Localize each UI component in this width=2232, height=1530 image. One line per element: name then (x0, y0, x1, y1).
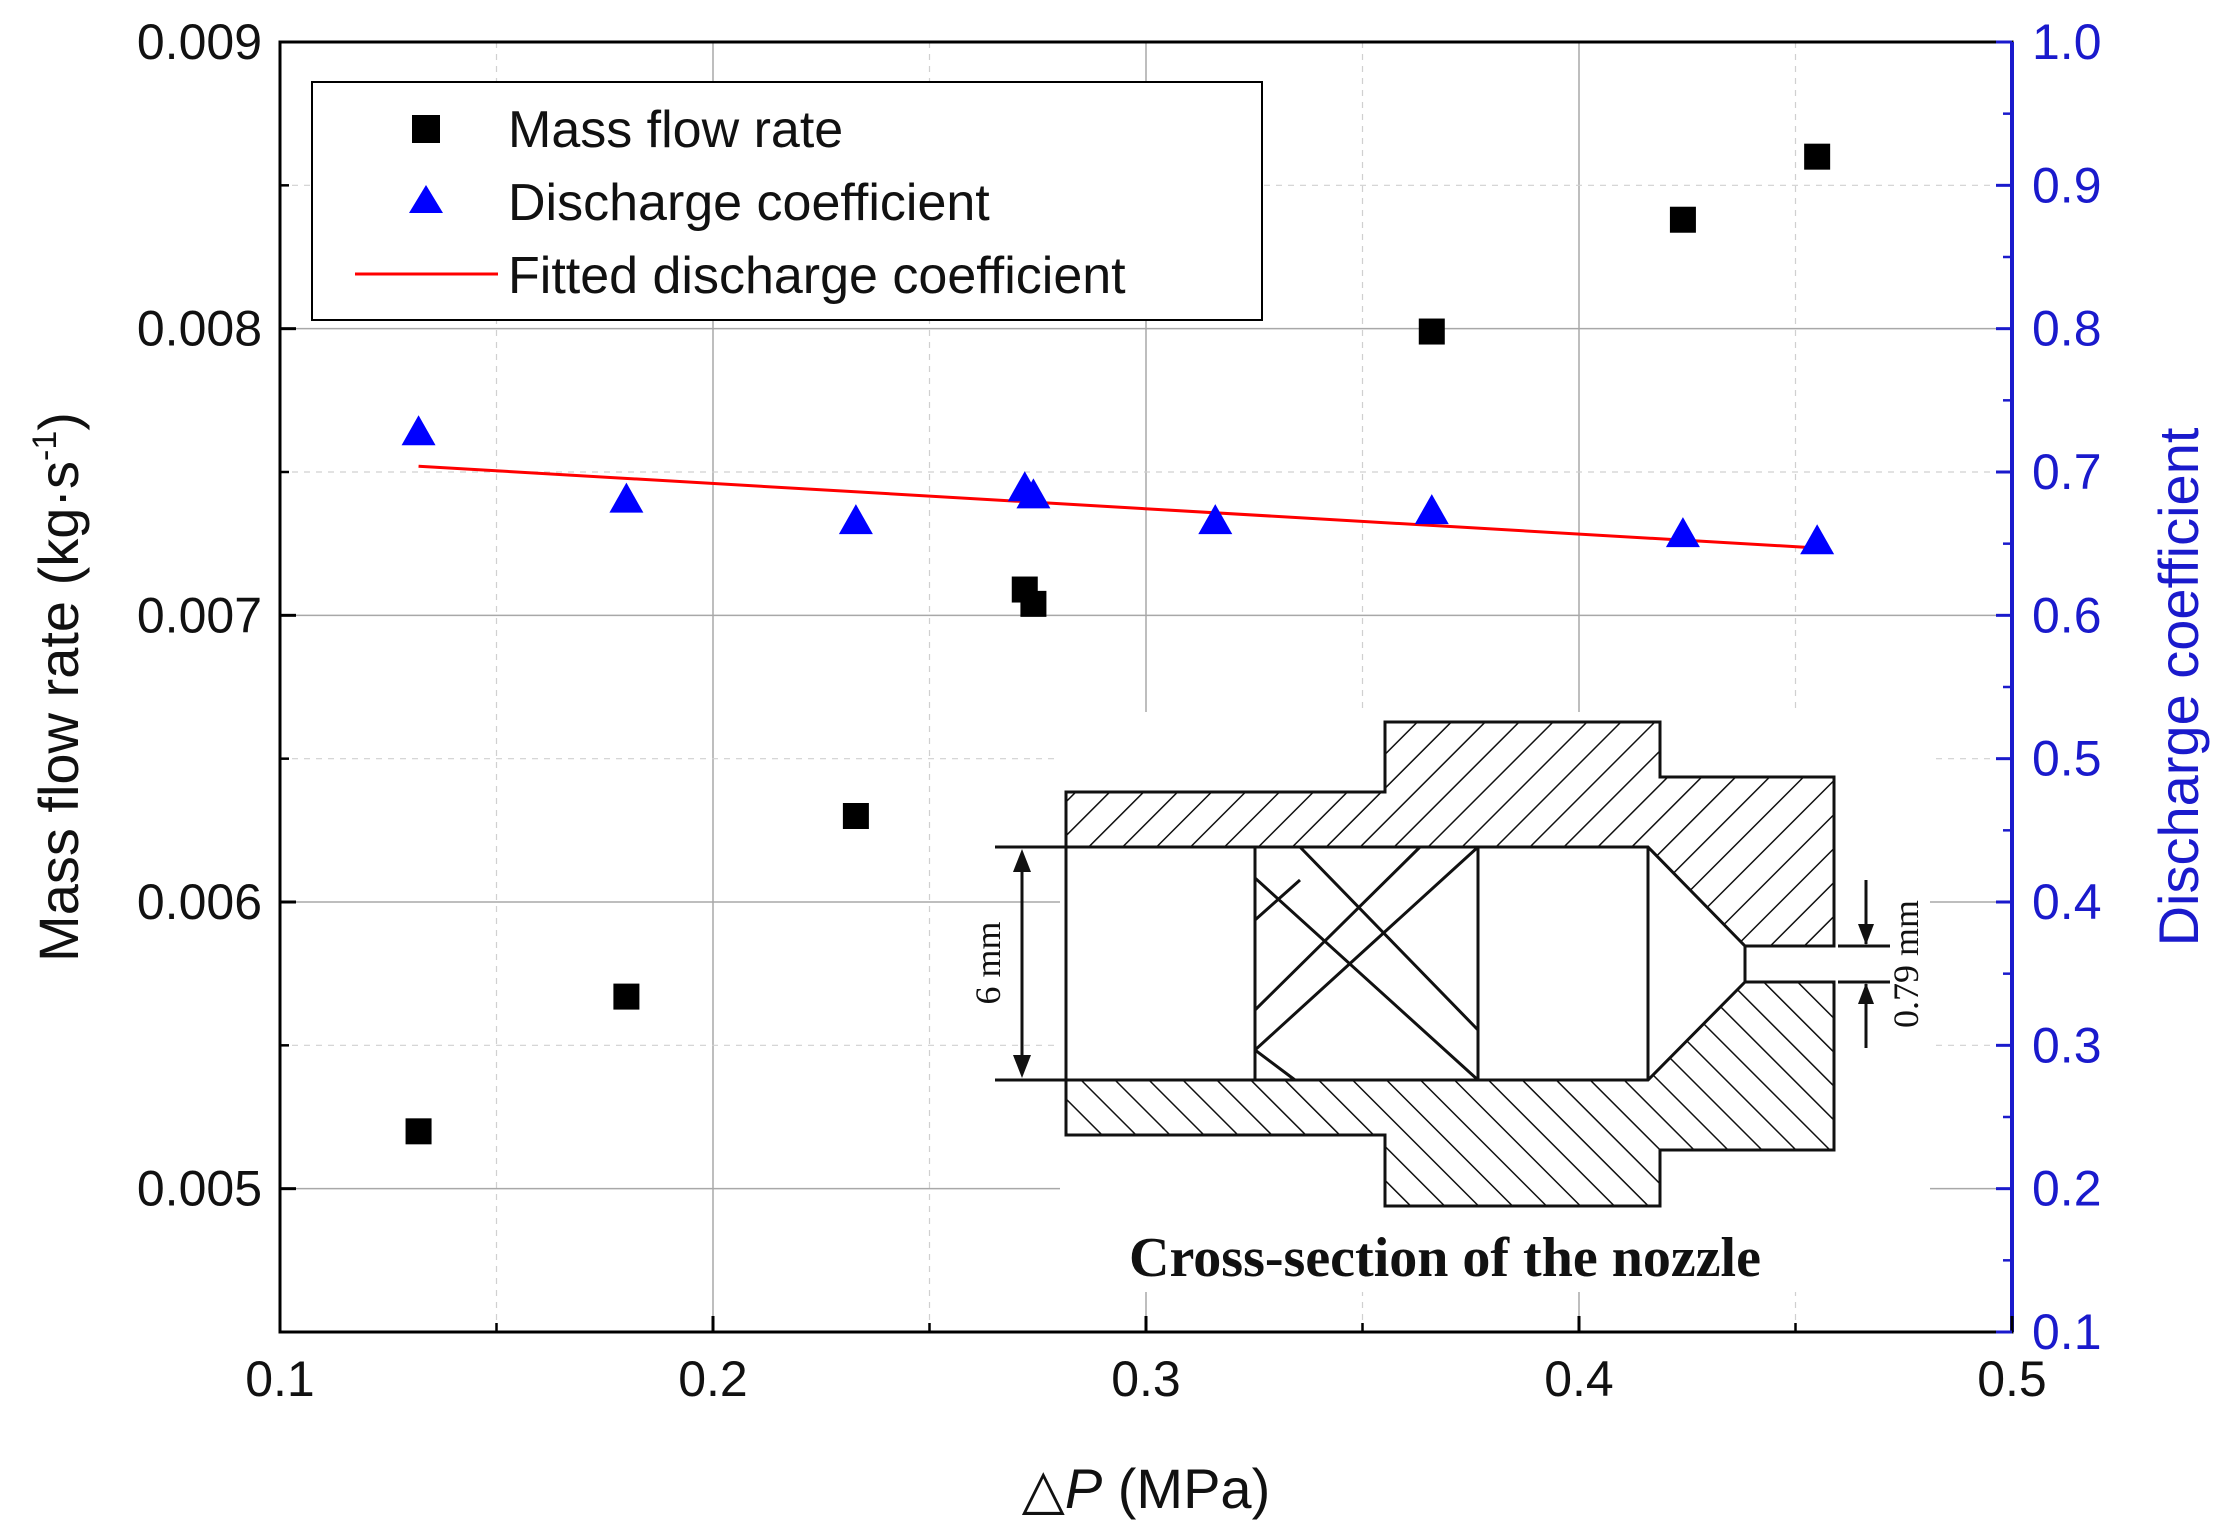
discharge-coefficient-point (1016, 478, 1051, 509)
y-right-tick-label: 0.6 (2032, 587, 2102, 643)
discharge-coefficient-point (838, 504, 873, 535)
x-tick-label: 0.1 (245, 1351, 315, 1407)
y-right-tick-label: 1.0 (2032, 14, 2102, 70)
discharge-coefficient-point (1414, 494, 1449, 525)
y-left-tick-label: 0.008 (137, 301, 262, 357)
inset-title: Cross-section of the nozzle (1129, 1227, 1761, 1289)
y-left-tick-label: 0.007 (137, 587, 262, 643)
mass-flow-rate-point (613, 983, 640, 1010)
mass-flow-rate-point (1020, 590, 1047, 617)
x-axis-title: △P (MPa) (1022, 1457, 1270, 1520)
y-axis-left-title-sup: -1 (26, 431, 64, 461)
x-axis-title-variable: P (1065, 1457, 1102, 1520)
y-left-tick-label: 0.005 (137, 1161, 262, 1217)
y-left-tick-label: 0.009 (137, 14, 262, 70)
y-axis-left-title-main: Mass flow rate (kg·s (27, 461, 90, 962)
x-tick-label: 0.5 (1977, 1351, 2047, 1407)
y-right-tick-label: 0.9 (2032, 157, 2102, 213)
discharge-coefficient-point (609, 482, 644, 513)
legend-box (311, 81, 1263, 321)
x-axis-title-unit: (MPa) (1102, 1457, 1270, 1520)
y-left-tick-label: 0.006 (137, 874, 262, 930)
mass-flow-rate-point (405, 1118, 432, 1145)
dim-outlet-arrow-top (1858, 924, 1874, 945)
y-right-tick-label: 0.5 (2032, 731, 2102, 787)
mass-flow-rate-point (842, 803, 869, 829)
legend-label-discharge-coefficient: Discharge coefficient (508, 174, 990, 232)
y-axis-left-title-close: ) (27, 412, 90, 431)
dim-inlet-arrow-top (1013, 849, 1031, 872)
discharge-coefficient-point (1665, 517, 1700, 548)
nozzle-top-wall (1064, 720, 1836, 948)
mass-flow-rate-point (1804, 143, 1831, 170)
y-right-tick-label: 0.4 (2032, 874, 2102, 930)
dim-inlet-arrow-bottom (1013, 1055, 1031, 1078)
legend-label-fitted-discharge-coefficient: Fitted discharge coefficient (508, 247, 1126, 305)
x-tick-label: 0.2 (678, 1351, 748, 1407)
discharge-coefficient-point (401, 415, 436, 446)
discharge-coefficient-series (401, 415, 1835, 555)
dim-outlet-arrow-bottom (1858, 983, 1874, 1004)
legend-label-mass-flow-rate: Mass flow rate (508, 101, 843, 159)
fitted-discharge-coefficient-line (418, 464, 1818, 550)
nozzle-cross-section-inset: 6 mm 0.79 mm Cross-section of the nozzle (968, 712, 1930, 1292)
legend-marker-mass-flow-rate (412, 115, 440, 143)
discharge-coefficient-point (1198, 504, 1233, 535)
y-axis-left-ticks: 0.005 0.006 0.007 0.008 0.009 (137, 14, 296, 1334)
x-axis-title-symbol: △ (1022, 1457, 1065, 1520)
nozzle-bottom-wall (1064, 980, 1836, 1208)
nozzle-orifice (1743, 944, 1834, 984)
legend-marker-discharge-coefficient (409, 185, 443, 213)
mass-flow-rate-series (405, 143, 1831, 1145)
y-axis-left-title: Mass flow rate (kg·s-1) (26, 412, 90, 962)
y-right-tick-label: 0.3 (2032, 1017, 2102, 1073)
dim-outlet-label: 0.79 mm (1886, 900, 1926, 1028)
mass-flow-rate-point (1418, 318, 1445, 345)
discharge-coefficient-point (1800, 524, 1835, 555)
x-axis-ticks: 0.1 0.2 0.3 0.4 0.5 (245, 1316, 2047, 1407)
mass-flow-rate-point (1669, 206, 1696, 233)
y-right-tick-label: 0.7 (2032, 444, 2102, 500)
y-axis-right-title: Discharge coefficient (2147, 427, 2210, 946)
y-right-tick-label: 0.8 (2032, 301, 2102, 357)
y-right-tick-label: 0.1 (2032, 1304, 2102, 1360)
y-axis-right-ticks: 0.1 0.2 0.3 0.4 0.5 0.6 0.7 0.8 0.9 1.0 (1996, 14, 2102, 1360)
y-right-tick-label: 0.2 (2032, 1161, 2102, 1217)
legend: Mass flow rate Discharge coefficient Fit… (311, 81, 1263, 321)
x-tick-label: 0.4 (1544, 1351, 1614, 1407)
x-tick-label: 0.3 (1111, 1351, 1181, 1407)
dim-inlet-label: 6 mm (968, 921, 1008, 1004)
swirler-channel-a (1253, 845, 1480, 1082)
